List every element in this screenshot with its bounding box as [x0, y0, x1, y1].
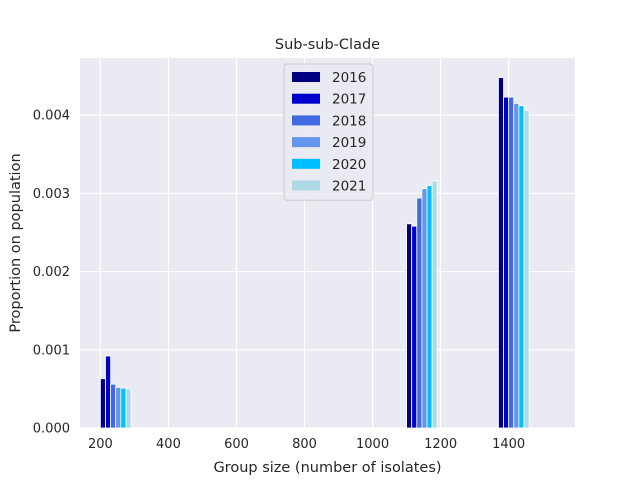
x-tick-label: 400 [156, 437, 181, 452]
legend: 2016 2017 2018 2019 2020 2021 [283, 63, 374, 201]
x-tick-label: 200 [88, 437, 113, 452]
y-tick-label: 0.000 [33, 422, 70, 437]
bar-2019-group-3 [513, 102, 520, 429]
bar-2021-group-2 [431, 180, 438, 429]
legend-label-2016: 2016 [332, 70, 366, 86]
bar-2021-group-3 [523, 110, 530, 429]
bar-2020-group-3 [518, 105, 525, 429]
legend-label-2018: 2018 [332, 113, 366, 129]
y-tick-label: 0.002 [33, 265, 70, 280]
bar-2016-group-3 [498, 77, 504, 429]
legend-swatch-2017 [292, 93, 320, 104]
bar-2019-group-2 [421, 188, 428, 429]
legend-swatch-2020 [292, 158, 320, 169]
legend-label-2021: 2021 [332, 179, 366, 195]
bar-2019-group-1 [115, 386, 122, 429]
y-tick-label: 0.001 [33, 343, 70, 358]
x-axis-label: Group size (number of isolates) [213, 460, 441, 476]
bar-2017-group-2 [411, 225, 418, 429]
bar-2021-group-1 [125, 388, 132, 429]
y-tick-label: 0.003 [33, 187, 70, 202]
bar-2017-group-1 [105, 355, 112, 429]
bar-2017-group-3 [503, 96, 510, 429]
legend-label-2019: 2019 [332, 135, 366, 151]
bar-2020-group-2 [426, 185, 433, 429]
legend-label-2020: 2020 [332, 157, 366, 173]
bar-2018-group-3 [508, 96, 515, 429]
legend-swatch-2016 [292, 72, 320, 82]
bars [100, 77, 530, 429]
bar-2016-group-1 [100, 378, 106, 429]
y-axis-ticks: 0.000 0.001 0.002 0.003 0.004 [33, 109, 70, 437]
legend-swatch-2021 [292, 180, 320, 191]
y-axis-label: Proportion on population [8, 153, 24, 332]
y-tick-label: 0.004 [33, 109, 70, 124]
legend-label-2017: 2017 [332, 92, 366, 108]
x-tick-label: 800 [292, 437, 317, 452]
x-tick-label: 1000 [356, 437, 389, 452]
bar-2020-group-1 [120, 387, 127, 429]
chart-title: Sub-sub-Clade [275, 37, 380, 53]
bar-2018-group-2 [416, 197, 423, 429]
legend-swatch-2019 [292, 137, 320, 148]
x-axis-ticks: 200 400 600 800 1000 1200 1400 [88, 437, 525, 452]
x-tick-label: 1200 [424, 437, 457, 452]
x-tick-label: 1400 [492, 437, 525, 452]
bar-2018-group-1 [110, 383, 117, 429]
bar-2016-group-2 [406, 223, 413, 429]
x-tick-label: 600 [224, 437, 249, 452]
legend-swatch-2018 [292, 115, 320, 126]
